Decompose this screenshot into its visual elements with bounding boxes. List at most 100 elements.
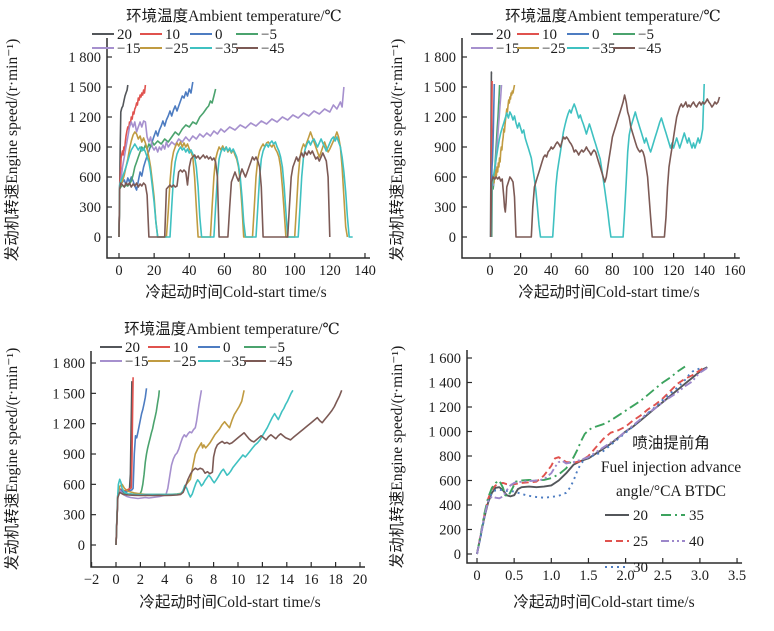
y-axis-ticks: 0 300 600 900 1 200 1 500 1 800 bbox=[52, 356, 96, 554]
x-tick-label: 14 bbox=[280, 572, 295, 588]
legend-label-0: 0 bbox=[592, 27, 600, 43]
legend-label-−5: −5 bbox=[269, 340, 285, 356]
y-tick-label: 0 bbox=[449, 230, 456, 246]
y-tick-label: 1 500 bbox=[52, 386, 85, 402]
series-line-−15 bbox=[118, 86, 345, 238]
legend-label-10: 10 bbox=[165, 27, 180, 43]
legend-label-10: 10 bbox=[542, 27, 557, 43]
x-tick-label: 4 bbox=[161, 572, 169, 588]
series-line-−5 bbox=[115, 390, 161, 546]
legend-label-−15: −15 bbox=[117, 41, 140, 57]
legend-label-25: 25 bbox=[633, 534, 648, 550]
x-tick-label: 80 bbox=[605, 263, 620, 279]
y-tick-label: 1 200 bbox=[52, 417, 85, 433]
y-tick-label: 900 bbox=[63, 447, 85, 463]
legend-label-30: 30 bbox=[633, 560, 648, 576]
y-axis-label: 发动机转速Engine speed/(r·min⁻¹) bbox=[3, 39, 21, 261]
y-tick-label: 1 500 bbox=[68, 80, 101, 96]
y-tick-label: 0 bbox=[94, 230, 101, 246]
x-tick-label: 80 bbox=[252, 263, 267, 279]
legend-label-−45: −45 bbox=[261, 41, 284, 57]
chart-canvas-injection-advance: 0 0.5 1.0 1.5 2.0 2.5 3.0 3.5 0 200 400 600 800 1 000… bbox=[388, 346, 746, 611]
x-tick-label: 16 bbox=[304, 572, 319, 588]
y-tick-label: 400 bbox=[439, 498, 461, 514]
legend-label-20: 20 bbox=[117, 27, 132, 43]
y-axis-ticks: 0 300 600 900 1 200 1 500 1 800 bbox=[68, 50, 112, 246]
y-tick-label: 600 bbox=[434, 170, 456, 186]
series-line-−15 bbox=[115, 390, 203, 546]
legend-entries: 20 10 0 −5 −15 −25 −35 −45 bbox=[92, 27, 284, 57]
x-tick-label: 6 bbox=[186, 572, 193, 588]
x-tick-label: 0 bbox=[115, 263, 122, 279]
x-tick-label: 0.5 bbox=[505, 568, 523, 584]
series-line-10 bbox=[118, 84, 147, 238]
legend-label-20: 20 bbox=[633, 508, 648, 524]
y-tick-label: 600 bbox=[79, 170, 101, 186]
x-tick-label: 0 bbox=[486, 263, 493, 279]
x-tick-label: 3.0 bbox=[691, 568, 709, 584]
series-line-20 bbox=[115, 381, 133, 546]
legend-label-−45: −45 bbox=[638, 41, 661, 57]
y-tick-label: 0 bbox=[454, 547, 461, 563]
legend-label-20: 20 bbox=[125, 340, 140, 356]
legend-label-0: 0 bbox=[215, 27, 223, 43]
y-tick-label: 300 bbox=[79, 200, 101, 216]
y-tick-label: 300 bbox=[63, 508, 85, 524]
series-line-−45 bbox=[118, 150, 331, 238]
x-tick-label: −2 bbox=[84, 572, 99, 588]
y-tick-label: 300 bbox=[434, 200, 456, 216]
legend-entries: 20 10 0 −5 −15 −25 −35 −45 bbox=[471, 27, 661, 57]
y-tick-label: 1 500 bbox=[423, 80, 456, 96]
y-tick-label: 1 400 bbox=[428, 376, 461, 392]
legend-label-−35: −35 bbox=[215, 41, 238, 57]
legend-label-35: 35 bbox=[689, 508, 704, 524]
x-axis-label: 冷起动时间Cold-start time/s bbox=[145, 283, 326, 301]
chart-panel-ambient-extended: 0 20 40 60 80 100 120 140 160 0 300 600 900 1 200 1 50… bbox=[387, 0, 774, 312]
series-line-0 bbox=[115, 388, 148, 546]
legend-label-−35: −35 bbox=[223, 354, 246, 370]
legend-label-−25: −25 bbox=[165, 41, 188, 57]
legend-label-−5: −5 bbox=[638, 27, 654, 43]
legend-label-−35: −35 bbox=[592, 41, 615, 57]
y-tick-label: 1 200 bbox=[423, 110, 456, 126]
legend-title-line-en2: angle/°CA BTDC bbox=[616, 483, 726, 500]
chart-canvas-ambient-zoom: −2 0 2 4 6 8 10 12 14 16 18 20 0 300 600 900 1 200 1 500 1… bbox=[3, 319, 367, 611]
chart-panel-ambient-zoom: −2 0 2 4 6 8 10 12 14 16 18 20 0 300 600 900 1 200 1 500 1… bbox=[0, 315, 387, 631]
y-tick-label: 1 600 bbox=[428, 351, 461, 367]
legend-label-0: 0 bbox=[223, 340, 231, 356]
x-tick-label: 20 bbox=[513, 263, 528, 279]
y-tick-label: 900 bbox=[79, 140, 101, 156]
x-tick-label: 0 bbox=[112, 572, 119, 588]
x-tick-label: 1.5 bbox=[579, 568, 597, 584]
series-line-−45 bbox=[115, 390, 343, 546]
x-tick-label: 60 bbox=[217, 263, 232, 279]
series-line-−45 bbox=[490, 94, 721, 238]
y-tick-label: 600 bbox=[439, 474, 461, 490]
y-axis-label: 发动机转速Engine speed/(r·min⁻¹) bbox=[3, 348, 21, 570]
y-tick-label: 200 bbox=[439, 523, 461, 539]
x-tick-label: 100 bbox=[632, 263, 654, 279]
x-tick-label: 10 bbox=[231, 572, 246, 588]
series-line-−35 bbox=[118, 136, 353, 238]
x-axis-label: 冷起动时间Cold-start time/s bbox=[513, 593, 694, 611]
x-tick-label: 20 bbox=[147, 263, 162, 279]
legend-label-10: 10 bbox=[173, 340, 188, 356]
legend-title: 环境温度Ambient temperature/℃ bbox=[505, 6, 721, 25]
x-axis-label: 冷起动时间Cold-start time/s bbox=[139, 593, 320, 611]
y-tick-label: 1 200 bbox=[68, 110, 101, 126]
x-tick-label: 12 bbox=[255, 572, 270, 588]
axes-spines bbox=[466, 350, 743, 564]
axes-spines bbox=[461, 38, 740, 259]
y-tick-label: 1 200 bbox=[428, 400, 461, 416]
legend-label-−25: −25 bbox=[173, 354, 196, 370]
legend-label-−5: −5 bbox=[261, 27, 277, 43]
y-tick-label: 800 bbox=[439, 449, 461, 465]
legend-title: 环境温度Ambient temperature/℃ bbox=[124, 319, 340, 338]
chart-panel-ambient-full: 0 20 40 60 80 100 120 140 0 300 600 900 1 200 1 500 1 … bbox=[0, 0, 387, 312]
x-tick-label: 2 bbox=[137, 572, 144, 588]
y-axis-ticks: 0 300 600 900 1 200 1 500 1 800 bbox=[423, 50, 467, 246]
x-tick-label: 120 bbox=[319, 263, 341, 279]
axes-spines bbox=[106, 38, 370, 259]
chart-panel-injection-advance: 0 0.5 1.0 1.5 2.0 2.5 3.0 3.5 0 200 400 600 800 1 000… bbox=[387, 315, 774, 631]
